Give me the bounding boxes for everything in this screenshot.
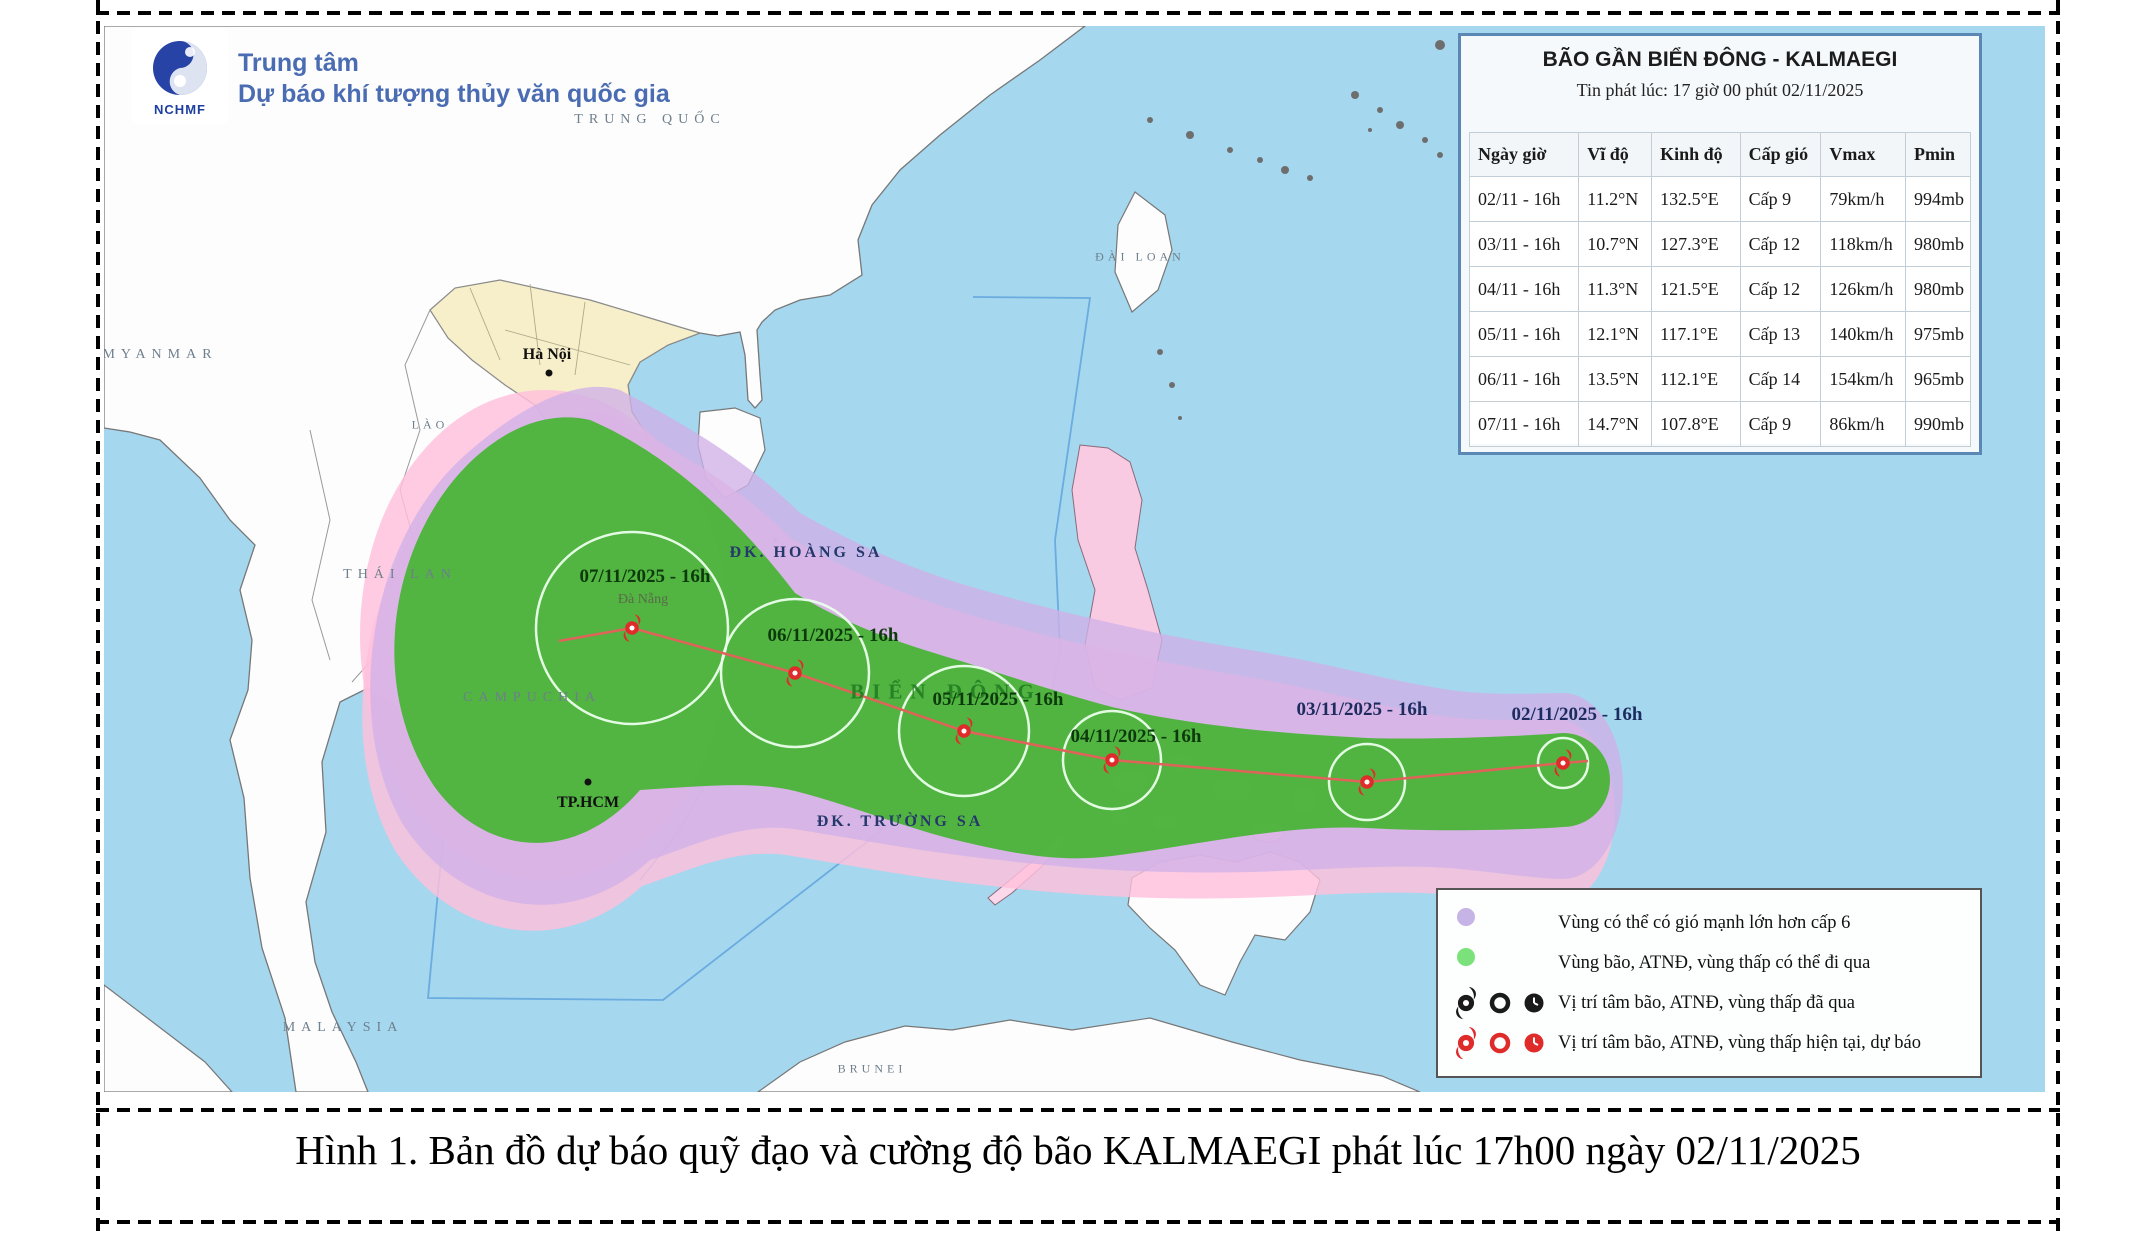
taiwan-island — [1114, 191, 1173, 313]
table-cell: 06/11 - 16h — [1469, 357, 1580, 402]
uncertainty-circle — [1327, 742, 1407, 822]
typhoon-icon — [786, 659, 804, 687]
nchmf-logo-icon — [153, 41, 207, 95]
uncertainty-circle — [1061, 709, 1163, 811]
table-cell: Cấp 12 — [1740, 222, 1822, 267]
frame-border-top — [96, 11, 2060, 15]
table-cell: 107.8°E — [1652, 402, 1741, 447]
storm-markers — [623, 614, 1572, 796]
borneo-island — [756, 1017, 1421, 1092]
frame-border-bottom — [96, 1220, 2060, 1224]
table-cell: 980mb — [1906, 222, 1971, 267]
org-line1: Trung tâm — [238, 49, 359, 77]
storm-table-issued: Tin phát lúc: 17 giờ 00 phút 02/11/2025 — [1576, 80, 1864, 100]
legend-item: Vùng có thể có gió mạnh lớn hơn cấp 6 — [1448, 904, 1974, 942]
nchmf-logo-text: NCHMF — [154, 102, 206, 117]
map-legend: Vùng có thể có gió mạnh lớn hơn cấp 6 Vùn… — [1436, 888, 1982, 1078]
table-cell: 13.5°N — [1579, 357, 1653, 402]
table-cell: Cấp 12 — [1740, 267, 1822, 312]
legend-item: Vùng bão, ATNĐ, vùng thấp có thể đi qua — [1448, 944, 1974, 982]
table-cell: Cấp 9 — [1740, 402, 1822, 447]
typhoon-icon — [623, 614, 641, 642]
legend-item: Vị trí tâm bão, ATNĐ, vùng thấp đã qua — [1448, 984, 1974, 1022]
org-line2: Dự báo khí tượng thủy văn quốc gia — [238, 80, 670, 108]
table-row: 02/11 - 16h 11.2°N 132.5°E Cấp 9 79km/h 994mb — [1469, 177, 1971, 222]
storm-table-title: BÃO GẦN BIỂN ĐÔNG - KALMAEGI — [1542, 48, 1898, 71]
uncertainty-circle — [534, 530, 730, 726]
table-cell: Vĩ độ — [1579, 132, 1653, 177]
uncertainty-circles — [534, 530, 1590, 822]
typhoon-icon — [955, 717, 973, 745]
table-cell: 04/11 - 16h — [1469, 267, 1580, 312]
storm-cone — [394, 417, 1610, 859]
table-cell: 121.5°E — [1652, 267, 1741, 312]
table-cell: 994mb — [1906, 177, 1971, 222]
uncertainty-circle — [719, 597, 871, 749]
table-row: 06/11 - 16h 13.5°N 112.1°E Cấp 14 154km/h 965… — [1469, 357, 1971, 402]
table-cell: 12.1°N — [1579, 312, 1653, 357]
uncertainty-circle — [1536, 736, 1590, 790]
figure-caption: Hình 1. Bản đồ dự báo quỹ đạo và cường đ… — [295, 1127, 1861, 1173]
table-row: 05/11 - 16h 12.1°N 117.1°E Cấp 13 140km/h 975… — [1469, 312, 1971, 357]
org-title: Trung tâm Dự báo khí tượng thủy văn quốc… — [238, 48, 670, 110]
table-cell: 79km/h — [1821, 177, 1907, 222]
frame-border-right — [2056, 0, 2060, 1233]
forecast-map: TRUNG QUỐC ĐÀI LOAN MYANMAR LÀO THÁI LAN CAMP… — [104, 26, 2045, 1092]
table-cell: Cấp 9 — [1740, 177, 1822, 222]
legend-item-label: Vùng có thể có gió mạnh lớn hơn cấp 6 — [1558, 912, 1851, 933]
table-cell: 07/11 - 16h — [1469, 402, 1580, 447]
sumatra-island — [104, 984, 233, 1092]
table-cell: 03/11 - 16h — [1469, 222, 1580, 267]
table-cell: 154km/h — [1821, 357, 1907, 402]
storm-track — [558, 626, 1589, 784]
typhoon-icon — [1103, 746, 1121, 774]
legend-item-label: Vùng bão, ATNĐ, vùng thấp có thể đi qua — [1558, 952, 1871, 973]
table-cell: 127.3°E — [1652, 222, 1741, 267]
table-cell: 14.7°N — [1579, 402, 1653, 447]
table-cell: 140km/h — [1821, 312, 1907, 357]
nchmf-logo: NCHMF — [132, 28, 228, 124]
table-cell: 05/11 - 16h — [1469, 312, 1580, 357]
table-cell: 126km/h — [1821, 267, 1907, 312]
table-row: 07/11 - 16h 14.7°N 107.8°E Cấp 9 86km/h 990mb — [1469, 402, 1971, 447]
table-cell: 11.3°N — [1579, 267, 1653, 312]
table-cell: 117.1°E — [1652, 312, 1741, 357]
table-cell: 990mb — [1906, 402, 1971, 447]
table-cell: Ngày giờ — [1469, 132, 1580, 177]
frame-border-left — [96, 0, 100, 1233]
table-cell: Pmin — [1906, 132, 1971, 177]
table-cell: 118km/h — [1821, 222, 1907, 267]
typhoon-icon — [1554, 749, 1572, 777]
table-cell: Kinh độ — [1652, 132, 1741, 177]
legend-item-label: Vị trí tâm bão, ATNĐ, vùng thấp hiện tại… — [1558, 1032, 1922, 1053]
table-header-row: Ngày giờ Vĩ độ Kinh độ Cấp gió Vmax Pmin — [1469, 132, 1971, 177]
table-cell: 10.7°N — [1579, 222, 1653, 267]
table-cell: 11.2°N — [1579, 177, 1653, 222]
table-cell: 02/11 - 16h — [1469, 177, 1580, 222]
table-row: 04/11 - 16h 11.3°N 121.5°E Cấp 12 126km/h 980… — [1469, 267, 1971, 312]
legend-item: Vị trí tâm bão, ATNĐ, vùng thấp hiện tại… — [1448, 1024, 1974, 1062]
table-cell: Cấp gió — [1740, 132, 1822, 177]
table-row: 03/11 - 16h 10.7°N 127.3°E Cấp 12 118km/h 980… — [1469, 222, 1971, 267]
table-cell: Cấp 13 — [1740, 312, 1822, 357]
track-line — [558, 626, 1589, 784]
city-dots — [545, 369, 592, 786]
frame-divider — [96, 1108, 2060, 1112]
table-cell: Vmax — [1821, 132, 1907, 177]
table-cell: 112.1°E — [1652, 357, 1741, 402]
storm-table: BÃO GẦN BIỂN ĐÔNG - KALMAEGI Tin phát lú… — [1458, 33, 1982, 455]
table-cell: 132.5°E — [1652, 177, 1741, 222]
table-cell: 86km/h — [1821, 402, 1907, 447]
storm-table-grid: Ngày giờ Vĩ độ Kinh độ Cấp gió Vmax Pmin 02/11… — [1469, 132, 1971, 447]
table-cell: 975mb — [1906, 312, 1971, 357]
uncertainty-circle — [897, 664, 1031, 798]
table-cell: 965mb — [1906, 357, 1971, 402]
table-cell: Cấp 14 — [1740, 357, 1822, 402]
legend-item-label: Vị trí tâm bão, ATNĐ, vùng thấp đã qua — [1558, 992, 1855, 1013]
map-canvas — [104, 26, 1623, 1092]
typhoon-icon — [1358, 768, 1376, 796]
table-cell: 980mb — [1906, 267, 1971, 312]
